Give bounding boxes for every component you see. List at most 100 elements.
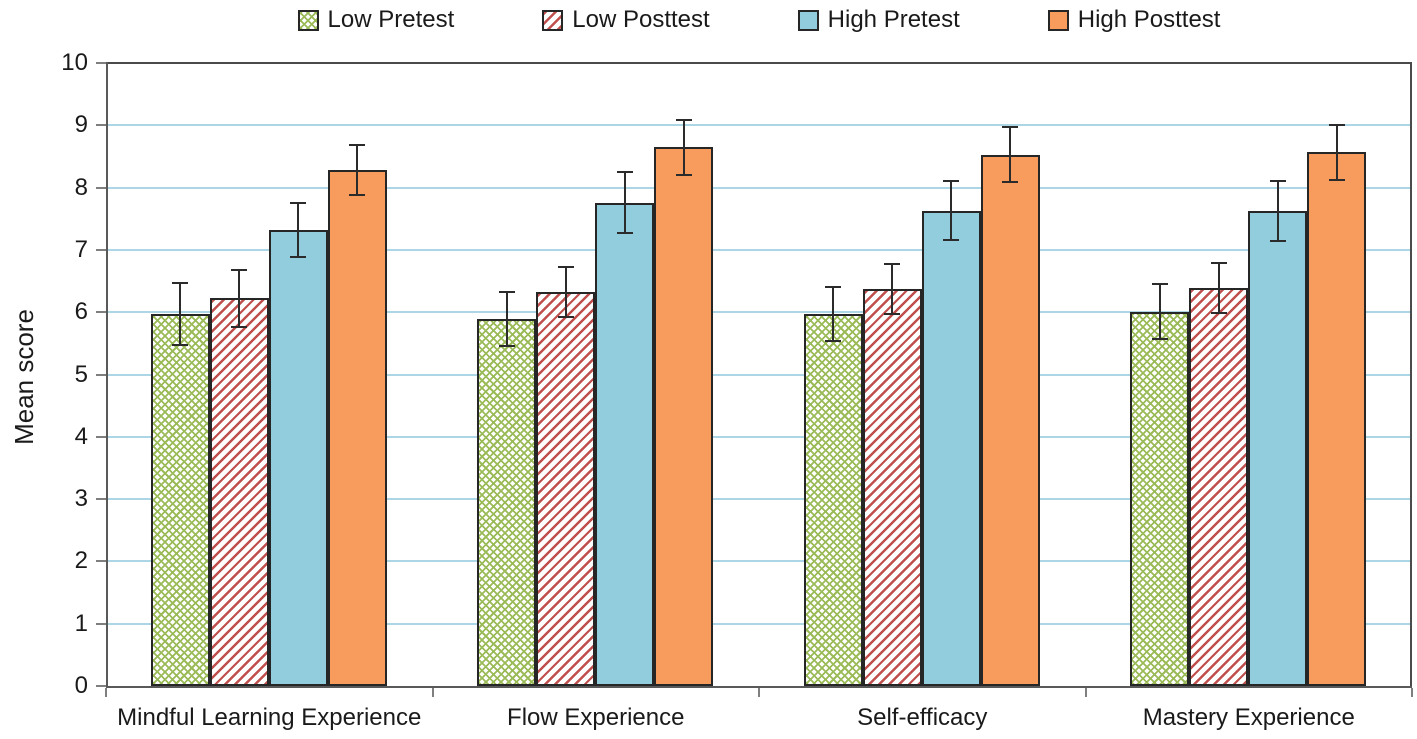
error-bar-line [832, 286, 834, 342]
error-bar-line [356, 145, 358, 196]
error-bar-line [891, 264, 893, 315]
x-tick-4 [1411, 688, 1413, 697]
bar-orange-solid-group3 [980, 154, 1040, 686]
y-axis-line [106, 62, 108, 687]
gridline-8 [108, 186, 1410, 189]
error-bar-cap-bottom [1269, 240, 1286, 243]
y-tick-label-9: 9 [74, 111, 88, 139]
x-tick-2 [758, 688, 760, 697]
y-tick-label-8: 8 [74, 173, 88, 201]
error-bar-cap-bottom [349, 194, 365, 197]
y-tick-9 [96, 124, 106, 127]
bar-red-diagonal-group1 [209, 298, 269, 686]
error-bar-cap-top [1002, 126, 1018, 129]
bar-blue-solid-group4 [1248, 211, 1307, 686]
y-tick-label-0: 0 [74, 672, 88, 699]
error-bar-cap-bottom [1002, 180, 1018, 183]
y-tick-label-1: 1 [74, 609, 88, 637]
bar-red-diagonal-group2 [536, 292, 595, 686]
y-tick-3 [96, 498, 106, 501]
x-tick-0 [105, 688, 107, 697]
error-bar-cap-bottom [1328, 178, 1345, 181]
error-bar-cap-bottom [943, 238, 959, 241]
gridline-3 [108, 498, 1410, 501]
gridline-5 [108, 373, 1410, 376]
bar-red-diagonal-group4 [1189, 287, 1248, 686]
legend-swatch-red-diagonal-icon [542, 9, 564, 31]
error-bar-line [238, 270, 240, 327]
error-bar-cap-bottom [1210, 311, 1227, 314]
gridline-4 [108, 435, 1410, 438]
x-category-label-1: Mindful Learning Experience [117, 704, 422, 731]
error-bar-cap-top [1269, 180, 1286, 183]
bar-blue-solid-group3 [921, 210, 981, 686]
legend-label: Low Pretest [327, 6, 455, 33]
error-bar-cap-top [616, 171, 633, 174]
error-bar-line [1158, 284, 1161, 339]
bar-orange-solid-group2 [654, 147, 713, 686]
y-tick-5 [96, 373, 106, 376]
y-tick-label-2: 2 [74, 547, 88, 575]
error-bar-cap-top [675, 118, 692, 121]
error-bar-cap-top [825, 285, 841, 288]
gridline-6 [108, 311, 1410, 314]
bar-blue-solid-group1 [268, 229, 328, 686]
error-bar-cap-bottom [172, 344, 188, 347]
y-tick-label-6: 6 [74, 298, 88, 326]
x-axis-line [106, 686, 1412, 688]
error-bar-cap-bottom [498, 344, 515, 347]
error-bar-cap-top [172, 281, 188, 284]
plot-border-right [1410, 62, 1412, 686]
error-bar-cap-top [498, 291, 515, 294]
error-bar-cap-top [1328, 123, 1345, 126]
bar-green-crosshatch-group4 [1130, 311, 1189, 686]
y-tick-label-4: 4 [74, 422, 88, 450]
y-tick-0 [96, 685, 106, 687]
legend-label: High Posttest [1077, 6, 1221, 33]
bar-green-crosshatch-group1 [150, 314, 210, 686]
error-bar-line [1217, 262, 1220, 313]
plot-border-top [106, 62, 1412, 64]
error-bar-line [682, 119, 685, 175]
error-bar-cap-bottom [290, 256, 306, 259]
legend-swatch-blue-solid-icon [797, 9, 819, 31]
bar-blue-solid-group2 [595, 202, 654, 686]
y-tick-10 [96, 62, 106, 64]
legend-item-blue-solid: High Pretest [797, 6, 960, 34]
error-bar-cap-bottom [1151, 337, 1168, 340]
error-bar-line [179, 282, 181, 346]
x-category-label-4: Mastery Experience [1142, 704, 1355, 731]
y-tick-label-5: 5 [74, 360, 88, 388]
legend-label: Low Posttest [572, 6, 710, 33]
y-tick-8 [96, 186, 106, 189]
gridline-7 [108, 248, 1410, 251]
legend-label: High Pretest [827, 6, 960, 33]
gridline-9 [108, 124, 1410, 127]
bar-orange-solid-group1 [327, 170, 387, 686]
error-bar-cap-top [290, 201, 306, 204]
error-bar-cap-top [884, 263, 900, 266]
legend-item-red-diagonal: Low Posttest [542, 6, 710, 34]
error-bar-cap-bottom [557, 316, 574, 319]
legend-item-green-crosshatch: Low Pretest [297, 6, 455, 34]
y-tick-label-10: 10 [61, 49, 88, 76]
error-bar-line [1335, 124, 1338, 180]
x-tick-3 [1084, 688, 1087, 697]
legend-item-orange-solid: High Posttest [1047, 6, 1221, 34]
y-tick-2 [96, 560, 106, 563]
error-bar-cap-top [1151, 283, 1168, 286]
legend-swatch-orange-solid-icon [1047, 9, 1069, 31]
error-bar-line [1009, 127, 1011, 182]
error-bar-cap-bottom [825, 340, 841, 343]
y-tick-label-7: 7 [74, 235, 88, 263]
error-bar-line [297, 202, 299, 258]
error-bar-cap-top [557, 266, 574, 269]
y-tick-4 [96, 435, 106, 438]
y-tick-label-3: 3 [74, 485, 88, 513]
gridline-1 [108, 622, 1410, 625]
error-bar-line [505, 292, 508, 346]
error-bar-cap-bottom [884, 313, 900, 316]
chart-legend: Low Pretest Low Posttest High Pretest High … [106, 0, 1412, 40]
y-tick-7 [96, 248, 106, 251]
x-category-label-3: Self-efficacy [857, 704, 988, 731]
